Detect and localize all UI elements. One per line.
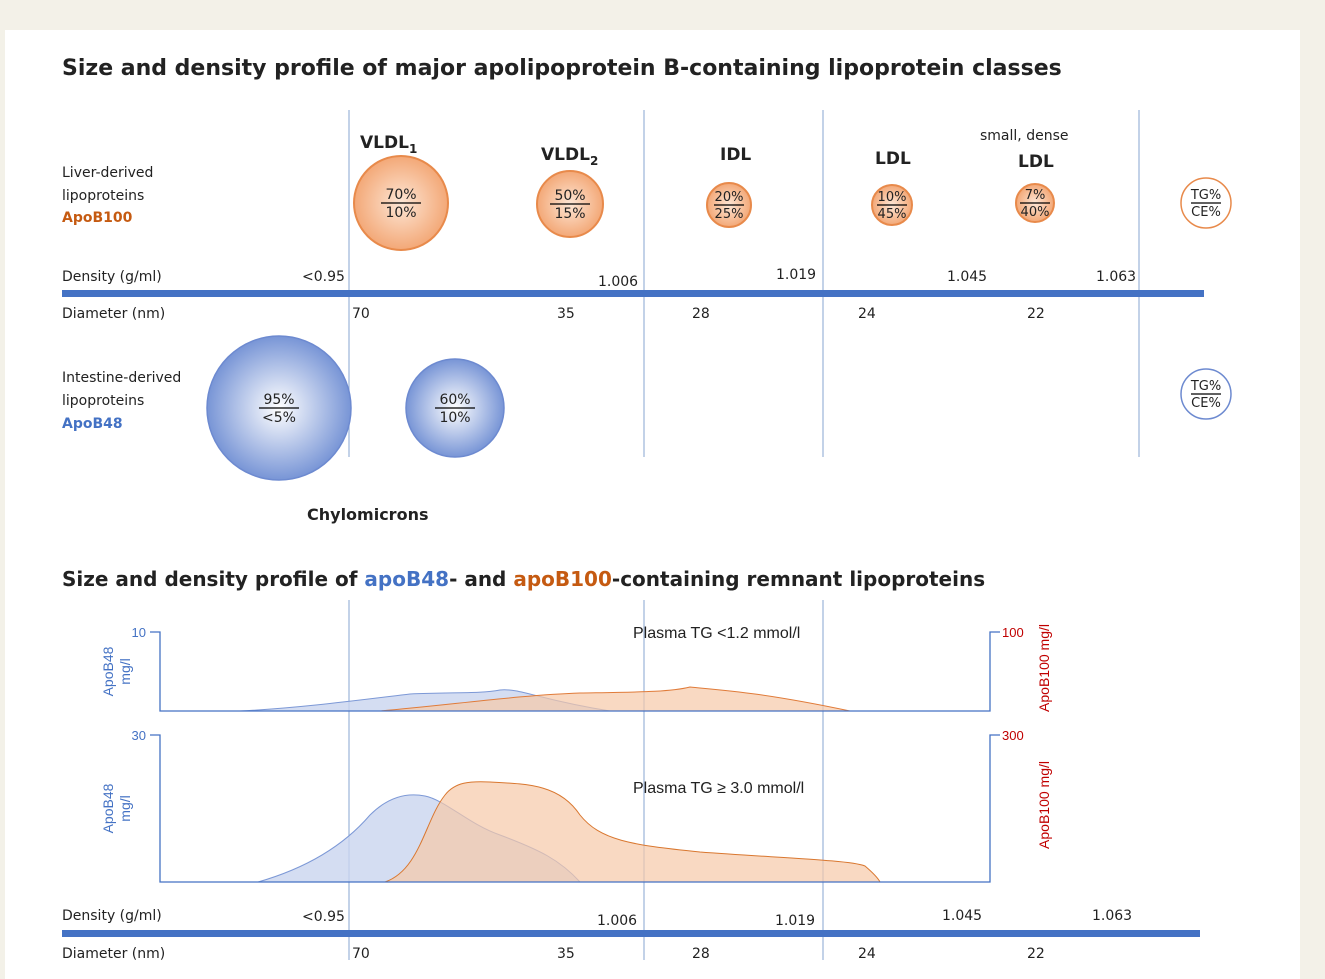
class-name: IDL (720, 145, 751, 165)
liver-label: lipoproteins (62, 188, 144, 204)
liver-label: Liver-derived (62, 165, 153, 181)
class-subscript: 2 (590, 154, 598, 168)
diameter-value: 22 (1027, 946, 1045, 962)
ce-value: 10% (385, 205, 416, 221)
diameter-value: 35 (557, 306, 575, 322)
chylo-label: Chylomicrons (307, 505, 428, 524)
panel-label: Plasma TG ≥ 3.0 mmol/l (633, 780, 804, 797)
ce-value: CE% (1191, 205, 1221, 220)
tg-value: 10% (878, 190, 907, 205)
right-max: 100 (1002, 625, 1024, 640)
density-value: 1.045 (947, 269, 987, 285)
diameter-value: 70 (352, 946, 370, 962)
tg-value: 50% (554, 188, 585, 204)
class-name-text: LDL (1018, 152, 1054, 172)
class-qualifier: small, dense (980, 128, 1068, 144)
intestine-label: Intestine-derived (62, 370, 181, 386)
panel-axes (150, 734, 1000, 883)
tg-value: 7% (1025, 188, 1046, 203)
tg-value: 20% (715, 190, 744, 205)
diameter-value: 22 (1027, 306, 1045, 322)
class-name: VLDL1 (360, 133, 417, 156)
density-value: 1.063 (1092, 908, 1132, 924)
class-name: LDL (1018, 152, 1054, 172)
panel-axes (150, 631, 1000, 712)
class-name-text: LDL (875, 149, 911, 169)
left-axis-label: mg/l (117, 795, 133, 821)
diameter-value: 28 (692, 946, 710, 962)
diameter-value: 70 (352, 306, 370, 322)
bottom-density-label: Density (g/ml) (62, 908, 162, 924)
bottom-grid (62, 600, 1200, 960)
tg-value: 60% (439, 392, 470, 408)
tg-value: TG% (1190, 379, 1221, 394)
density-value: 1.045 (942, 908, 982, 924)
diameter-label: Diameter (nm) (62, 306, 165, 322)
intestine-label: ApoB48 (62, 416, 123, 432)
density-value: 1.006 (598, 274, 638, 290)
ce-value: 15% (554, 206, 585, 222)
class-name-text: IDL (720, 145, 751, 165)
left-axis-label: ApoB48 (100, 646, 116, 696)
density-label: Density (g/ml) (62, 269, 162, 285)
diameter-value: 28 (692, 306, 710, 322)
ce-value: 25% (715, 207, 744, 222)
class-name-text: VLDL (541, 145, 590, 165)
density-value: <0.95 (302, 269, 345, 285)
diameter-value: 35 (557, 946, 575, 962)
right-max: 300 (1002, 728, 1024, 743)
density-value: 1.019 (775, 913, 815, 929)
ce-value: 40% (1021, 205, 1050, 220)
density-value: 1.019 (776, 267, 816, 283)
left-max: 10 (132, 625, 146, 640)
class-name: VLDL2 (541, 145, 598, 168)
density-value: 1.006 (597, 913, 637, 929)
class-name-text: VLDL (360, 133, 409, 153)
curves (239, 686, 881, 883)
tg-value: 95% (263, 392, 294, 408)
bottom-diameter-label: Diameter (nm) (62, 946, 165, 962)
right-axis-label: ApoB100 mg/l (1036, 624, 1052, 712)
ce-value: <5% (262, 410, 296, 426)
tg-value: 70% (385, 187, 416, 203)
density-value: 1.063 (1096, 269, 1136, 285)
tg-value: TG% (1190, 188, 1221, 203)
title: Size and density profile of major apolip… (62, 56, 1062, 81)
ce-value: 10% (439, 410, 470, 426)
diameter-value: 24 (858, 946, 876, 962)
left-axis-label: ApoB48 (100, 783, 116, 833)
class-name: LDL (875, 149, 911, 169)
ce-value: CE% (1191, 396, 1221, 411)
panel (5, 30, 1300, 979)
density-value: <0.95 (302, 909, 345, 925)
right-axis-label: ApoB100 mg/l (1036, 761, 1052, 849)
ce-value: 45% (878, 207, 907, 222)
liver-label: ApoB100 (62, 210, 133, 226)
left-axis-label: mg/l (117, 658, 133, 684)
left-max: 30 (132, 728, 146, 743)
bottom-title: Size and density profile of apoB48- and … (62, 567, 985, 591)
panel-label: Plasma TG <1.2 mmol/l (633, 625, 800, 642)
diameter-value: 24 (858, 306, 876, 322)
class-subscript: 1 (409, 142, 417, 156)
intestine-label: lipoproteins (62, 393, 144, 409)
